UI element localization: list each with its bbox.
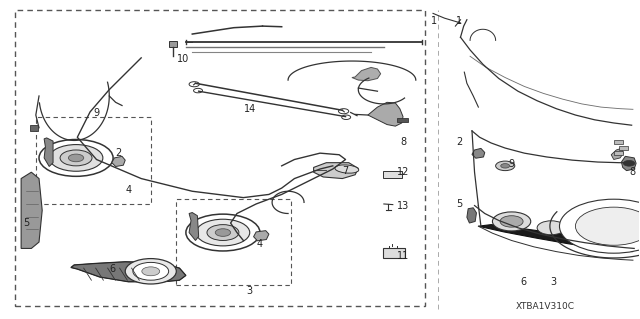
Polygon shape — [352, 67, 381, 81]
Circle shape — [500, 216, 523, 227]
Circle shape — [60, 150, 92, 166]
Text: 8: 8 — [630, 167, 636, 177]
Circle shape — [193, 88, 202, 93]
Bar — [383, 171, 402, 178]
Polygon shape — [71, 262, 186, 282]
Circle shape — [492, 212, 531, 231]
Polygon shape — [253, 231, 269, 241]
Text: 4: 4 — [125, 185, 131, 195]
Text: 11: 11 — [397, 251, 409, 261]
Circle shape — [196, 219, 250, 246]
Text: 1: 1 — [456, 16, 462, 26]
Circle shape — [500, 164, 509, 168]
Text: 3: 3 — [550, 277, 556, 287]
Circle shape — [49, 145, 103, 171]
Text: 6: 6 — [109, 264, 115, 274]
Circle shape — [68, 154, 84, 162]
Bar — [614, 140, 623, 144]
Text: 1: 1 — [431, 16, 436, 26]
Polygon shape — [368, 102, 403, 126]
Circle shape — [186, 214, 260, 251]
Bar — [30, 125, 38, 131]
Polygon shape — [21, 172, 42, 249]
Circle shape — [189, 82, 199, 87]
Polygon shape — [314, 163, 358, 179]
Circle shape — [39, 139, 113, 176]
Text: 10: 10 — [177, 55, 189, 64]
Ellipse shape — [335, 165, 359, 173]
Circle shape — [559, 199, 640, 253]
Text: 3: 3 — [246, 286, 253, 296]
Circle shape — [125, 259, 176, 284]
Text: 2: 2 — [116, 148, 122, 158]
Polygon shape — [467, 208, 476, 223]
Text: 5: 5 — [23, 218, 29, 228]
Bar — [614, 151, 623, 155]
Polygon shape — [112, 156, 125, 167]
Text: 14: 14 — [244, 104, 256, 114]
Bar — [383, 249, 405, 258]
Circle shape — [623, 160, 635, 166]
Text: 2: 2 — [456, 137, 462, 147]
Text: 8: 8 — [400, 137, 406, 147]
Text: 4: 4 — [256, 239, 262, 249]
Circle shape — [575, 207, 640, 245]
Text: 5: 5 — [456, 199, 462, 209]
Circle shape — [142, 267, 160, 276]
Polygon shape — [478, 225, 633, 252]
Text: 9: 9 — [509, 159, 515, 169]
Bar — [619, 146, 628, 150]
Text: 13: 13 — [397, 201, 409, 211]
Circle shape — [342, 115, 351, 120]
Bar — [397, 118, 408, 122]
Text: 7: 7 — [342, 166, 349, 176]
Circle shape — [537, 221, 565, 235]
Text: 9: 9 — [93, 108, 100, 118]
Circle shape — [215, 229, 230, 236]
Polygon shape — [621, 156, 636, 171]
Text: 12: 12 — [397, 167, 409, 177]
Polygon shape — [189, 212, 198, 241]
Circle shape — [207, 225, 239, 241]
Polygon shape — [472, 148, 484, 158]
Polygon shape — [611, 148, 623, 160]
Text: 6: 6 — [520, 277, 526, 287]
Circle shape — [339, 109, 349, 114]
Text: XTBA1V310C: XTBA1V310C — [515, 302, 574, 311]
Polygon shape — [44, 138, 53, 167]
Bar — [170, 41, 177, 47]
Circle shape — [495, 161, 515, 171]
Circle shape — [133, 263, 169, 280]
